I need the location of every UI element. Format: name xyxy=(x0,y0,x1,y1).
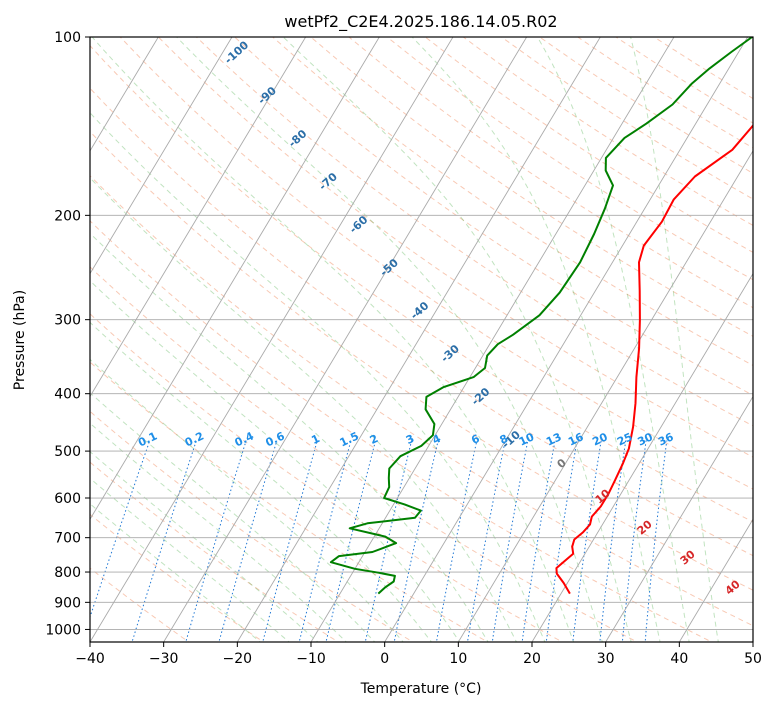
x-tick-label: −10 xyxy=(296,651,326,667)
y-tick-label: 300 xyxy=(54,313,81,329)
y-tick-label: 700 xyxy=(54,531,81,547)
x-tick-label: 50 xyxy=(744,651,762,667)
x-tick-label: 40 xyxy=(670,651,688,667)
x-tick-label: −20 xyxy=(223,651,253,667)
x-tick-label: 30 xyxy=(597,651,615,667)
x-tick-label: 20 xyxy=(523,651,541,667)
chart-title: wetPf2_C2E4.2025.186.14.05.R02 xyxy=(284,12,557,32)
y-tick-label: 1000 xyxy=(45,622,81,638)
y-tick-label: 500 xyxy=(54,444,81,460)
x-axis-label: Temperature (°C) xyxy=(360,681,482,697)
y-axis-label: Pressure (hPa) xyxy=(12,290,28,390)
x-tick-label: −40 xyxy=(75,651,105,667)
x-tick-label: −30 xyxy=(149,651,179,667)
y-tick-label: 900 xyxy=(54,595,81,611)
x-tick-label: 0 xyxy=(380,651,389,667)
x-tick-label: 10 xyxy=(449,651,467,667)
y-tick-label: 800 xyxy=(54,565,81,581)
y-tick-label: 200 xyxy=(54,208,81,224)
y-tick-label: 600 xyxy=(54,491,81,507)
y-tick-label: 400 xyxy=(54,387,81,403)
y-tick-label: 100 xyxy=(54,30,81,46)
